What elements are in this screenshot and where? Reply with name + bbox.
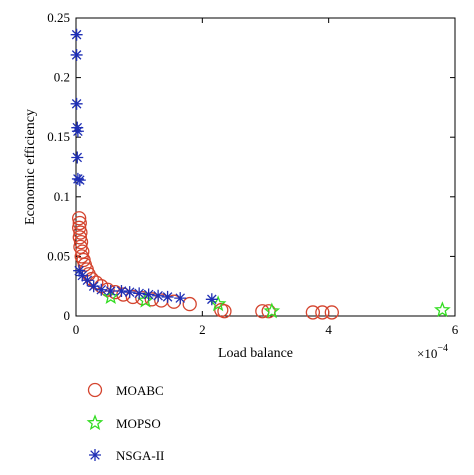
x-tick-label: 2: [199, 322, 206, 337]
y-tick-label: 0.1: [54, 189, 70, 204]
legend-star-marker: [86, 414, 104, 431]
axes: 0 2 4 6 0 0.05 0.1 0.15 0.2 0.25 Load balance Econo…: [23, 10, 459, 361]
circle-point: [305, 305, 321, 320]
x-tick-label: 0: [73, 322, 80, 337]
asterisk-point: [73, 174, 86, 187]
circle-point: [182, 296, 197, 312]
asterisk-point: [142, 288, 155, 301]
asterisk-point: [70, 48, 83, 61]
circle-point: [73, 225, 88, 240]
circle-point: [73, 234, 89, 250]
x-axis-label: Load balance: [218, 346, 293, 361]
legend-item: MOABC: [87, 382, 164, 398]
legend-circle-marker: [87, 382, 103, 398]
asterisk-point: [71, 125, 84, 138]
data-points: [70, 28, 451, 320]
x-tick-label: 4: [325, 322, 332, 337]
x-multiplier-base: ×10: [417, 346, 437, 361]
x-tick-label: 6: [452, 322, 459, 337]
series-moabc: [72, 211, 339, 320]
asterisk-point: [115, 284, 128, 297]
y-tick-label: 0.15: [47, 129, 70, 144]
circle-point: [315, 305, 330, 320]
legend: MOABC MOPSO NSGA-II: [86, 382, 164, 463]
legend-asterisk-marker: [89, 449, 101, 461]
y-axis-label: Economic efficiency: [23, 109, 38, 225]
asterisk-point: [76, 269, 89, 282]
circle-point: [324, 305, 339, 320]
legend-label: MOABC: [116, 383, 164, 398]
y-tick-label: 0.25: [47, 10, 70, 25]
circle-point: [72, 211, 87, 226]
y-tick-label: 0.05: [47, 248, 70, 263]
star-point: [137, 291, 154, 308]
asterisk-point: [71, 151, 84, 164]
asterisk-point: [123, 286, 136, 299]
legend-label: MOPSO: [116, 416, 161, 431]
series-mopso: [102, 288, 451, 319]
asterisk-point: [205, 293, 218, 306]
x-multiplier-exponent: −4: [437, 343, 448, 354]
asterisk-point: [152, 289, 165, 302]
asterisk-point: [70, 97, 83, 110]
circle-point: [217, 304, 232, 319]
asterisk-point: [87, 280, 100, 293]
asterisk-point: [104, 284, 117, 297]
x-multiplier: ×10−4: [417, 343, 448, 361]
y-tick-label: 0.2: [54, 70, 70, 85]
series-nsga-ii: [70, 28, 218, 306]
star-point: [102, 288, 120, 305]
y-tick-label: 0: [64, 308, 71, 323]
legend-item: NSGA-II: [89, 448, 164, 463]
star-point: [433, 301, 451, 318]
plot-frame: [75, 17, 456, 317]
asterisk-point: [174, 292, 187, 305]
asterisk-point: [161, 290, 174, 303]
asterisk-point: [70, 28, 83, 41]
asterisk-point: [95, 283, 108, 296]
circle-point: [74, 249, 89, 264]
legend-item: MOPSO: [86, 414, 161, 431]
asterisk-point: [81, 274, 94, 287]
circle-point: [72, 215, 87, 231]
asterisk-point: [73, 264, 86, 277]
star-point: [209, 295, 227, 312]
legend-label: NSGA-II: [116, 448, 164, 463]
asterisk-point: [133, 287, 146, 300]
star-point: [263, 302, 281, 319]
